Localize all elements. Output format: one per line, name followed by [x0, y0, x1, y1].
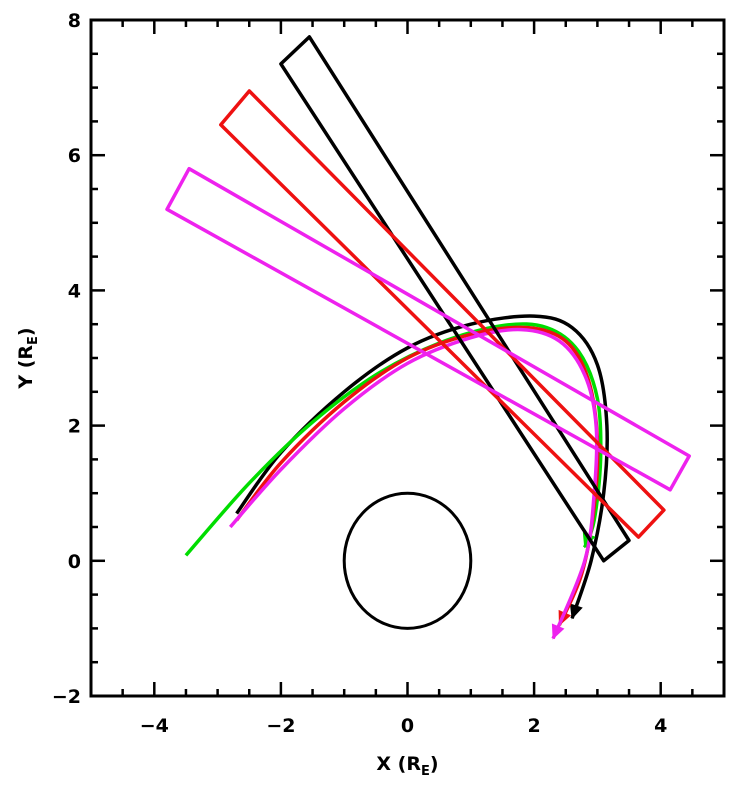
y-tick-label: 8	[68, 10, 81, 32]
series-trajectory-0	[235, 314, 609, 619]
x-tick-label: 4	[654, 715, 667, 737]
plot-marks	[165, 35, 691, 640]
x-tick-label: 0	[401, 715, 414, 737]
series-trajectory-3	[228, 327, 599, 640]
series-beam-6	[165, 166, 691, 492]
tick-labels: −4 −2 0 2 4 −2 0 2 4 6 8	[52, 10, 667, 737]
series-arrowhead-0	[569, 603, 583, 620]
x-tick-label: −2	[266, 715, 295, 737]
earth-circle	[342, 491, 473, 630]
x-axis-label: X (RE)	[376, 753, 438, 779]
x-tick-label: 2	[527, 715, 540, 737]
y-tick-label: 6	[68, 145, 81, 167]
y-tick-label: 4	[68, 280, 81, 302]
y-tick-label: 0	[68, 551, 81, 573]
series-arrowhead-3	[551, 623, 565, 640]
x-tick-label: −4	[140, 715, 169, 737]
axis-ticks	[89, 18, 726, 698]
y-tick-label: −2	[52, 686, 81, 708]
y-tick-label: 2	[68, 416, 81, 438]
series-trajectory-1	[184, 322, 603, 557]
series-beam-5	[219, 89, 666, 539]
y-axis-label: Y (RE)	[15, 327, 41, 389]
